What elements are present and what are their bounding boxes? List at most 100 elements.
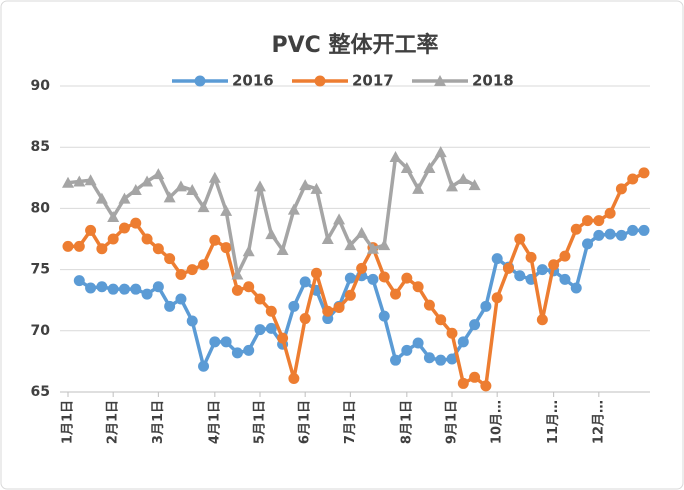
legend-label: 2018: [472, 72, 514, 90]
data-point: [423, 299, 435, 311]
data-point: [243, 344, 255, 356]
data-point: [480, 300, 492, 312]
data-point: [107, 233, 119, 245]
data-point: [536, 314, 548, 326]
data-point: [333, 302, 345, 314]
data-point: [604, 207, 616, 219]
data-point: [593, 229, 605, 241]
data-point: [231, 284, 243, 296]
data-point: [220, 336, 232, 348]
data-point: [231, 347, 243, 359]
data-point: [85, 282, 97, 294]
data-point: [141, 288, 153, 300]
data-point: [288, 373, 300, 385]
x-tick-label: 6月1日: [298, 400, 313, 444]
data-point: [457, 336, 469, 348]
data-point: [287, 203, 300, 215]
data-point: [265, 305, 277, 317]
data-point: [141, 233, 153, 245]
data-point: [73, 275, 85, 287]
x-tick-label: 3月1日: [151, 400, 166, 444]
data-point: [344, 239, 357, 251]
data-point: [378, 271, 390, 283]
data-point: [367, 273, 379, 285]
data-point: [548, 259, 560, 271]
data-point: [390, 354, 402, 366]
data-point: [107, 283, 119, 295]
data-point: [118, 222, 130, 234]
legend-marker: [434, 75, 446, 86]
data-point: [198, 360, 210, 372]
data-point: [174, 180, 187, 192]
legend-label: 2016: [232, 72, 274, 90]
data-point: [502, 262, 514, 274]
data-point: [593, 215, 605, 227]
data-point: [209, 234, 221, 246]
data-point: [198, 259, 210, 271]
chart-title: PVC 整体开工率: [272, 32, 439, 58]
x-tick-label: 8月1日: [399, 400, 414, 444]
data-point: [366, 242, 379, 254]
x-tick-label: 5月1日: [253, 400, 268, 444]
data-point: [536, 264, 548, 276]
y-tick-label: 90: [31, 78, 51, 94]
data-point: [96, 281, 108, 293]
data-point: [130, 217, 142, 229]
data-point: [299, 179, 312, 191]
data-point: [152, 168, 165, 180]
data-point: [491, 292, 503, 304]
data-point: [469, 319, 481, 331]
data-point: [412, 337, 424, 349]
data-point: [321, 233, 334, 244]
data-point: [73, 240, 85, 252]
data-point: [254, 324, 266, 336]
data-point: [615, 229, 627, 241]
data-point: [446, 353, 458, 365]
data-point: [265, 228, 278, 240]
data-point: [434, 146, 447, 158]
data-point: [423, 352, 435, 364]
data-point: [186, 184, 199, 196]
data-point: [299, 313, 311, 325]
data-point: [254, 180, 266, 192]
data-point: [627, 173, 639, 185]
data-point: [400, 162, 413, 174]
data-point: [604, 228, 616, 240]
data-point: [186, 264, 198, 276]
data-point: [514, 233, 526, 245]
data-point: [559, 273, 571, 285]
data-point: [186, 315, 198, 327]
data-point: [310, 267, 322, 279]
data-point: [446, 327, 458, 339]
x-tick-label: 12月…: [591, 400, 606, 444]
data-point: [356, 262, 368, 274]
data-point: [209, 336, 221, 348]
data-point: [333, 213, 346, 225]
data-point: [197, 201, 210, 213]
data-point: [220, 242, 232, 254]
data-point: [627, 224, 639, 236]
data-point: [73, 175, 86, 187]
data-point: [457, 173, 470, 185]
data-point: [412, 182, 425, 194]
data-point: [152, 243, 164, 255]
data-point: [638, 167, 650, 179]
data-point: [152, 281, 164, 293]
data-point: [96, 243, 108, 255]
x-tick-label: 7月1日: [343, 400, 358, 444]
data-point: [276, 244, 289, 256]
legend-marker: [314, 75, 326, 87]
data-point: [615, 183, 627, 195]
y-tick-label: 65: [31, 384, 50, 400]
data-point: [62, 240, 74, 252]
data-point: [208, 171, 221, 183]
x-tick-label: 1月1日: [61, 400, 76, 444]
data-point: [277, 332, 289, 344]
data-point: [469, 371, 481, 383]
data-point: [299, 276, 311, 288]
data-point: [163, 191, 176, 203]
data-point: [265, 322, 277, 334]
data-point: [322, 305, 334, 317]
